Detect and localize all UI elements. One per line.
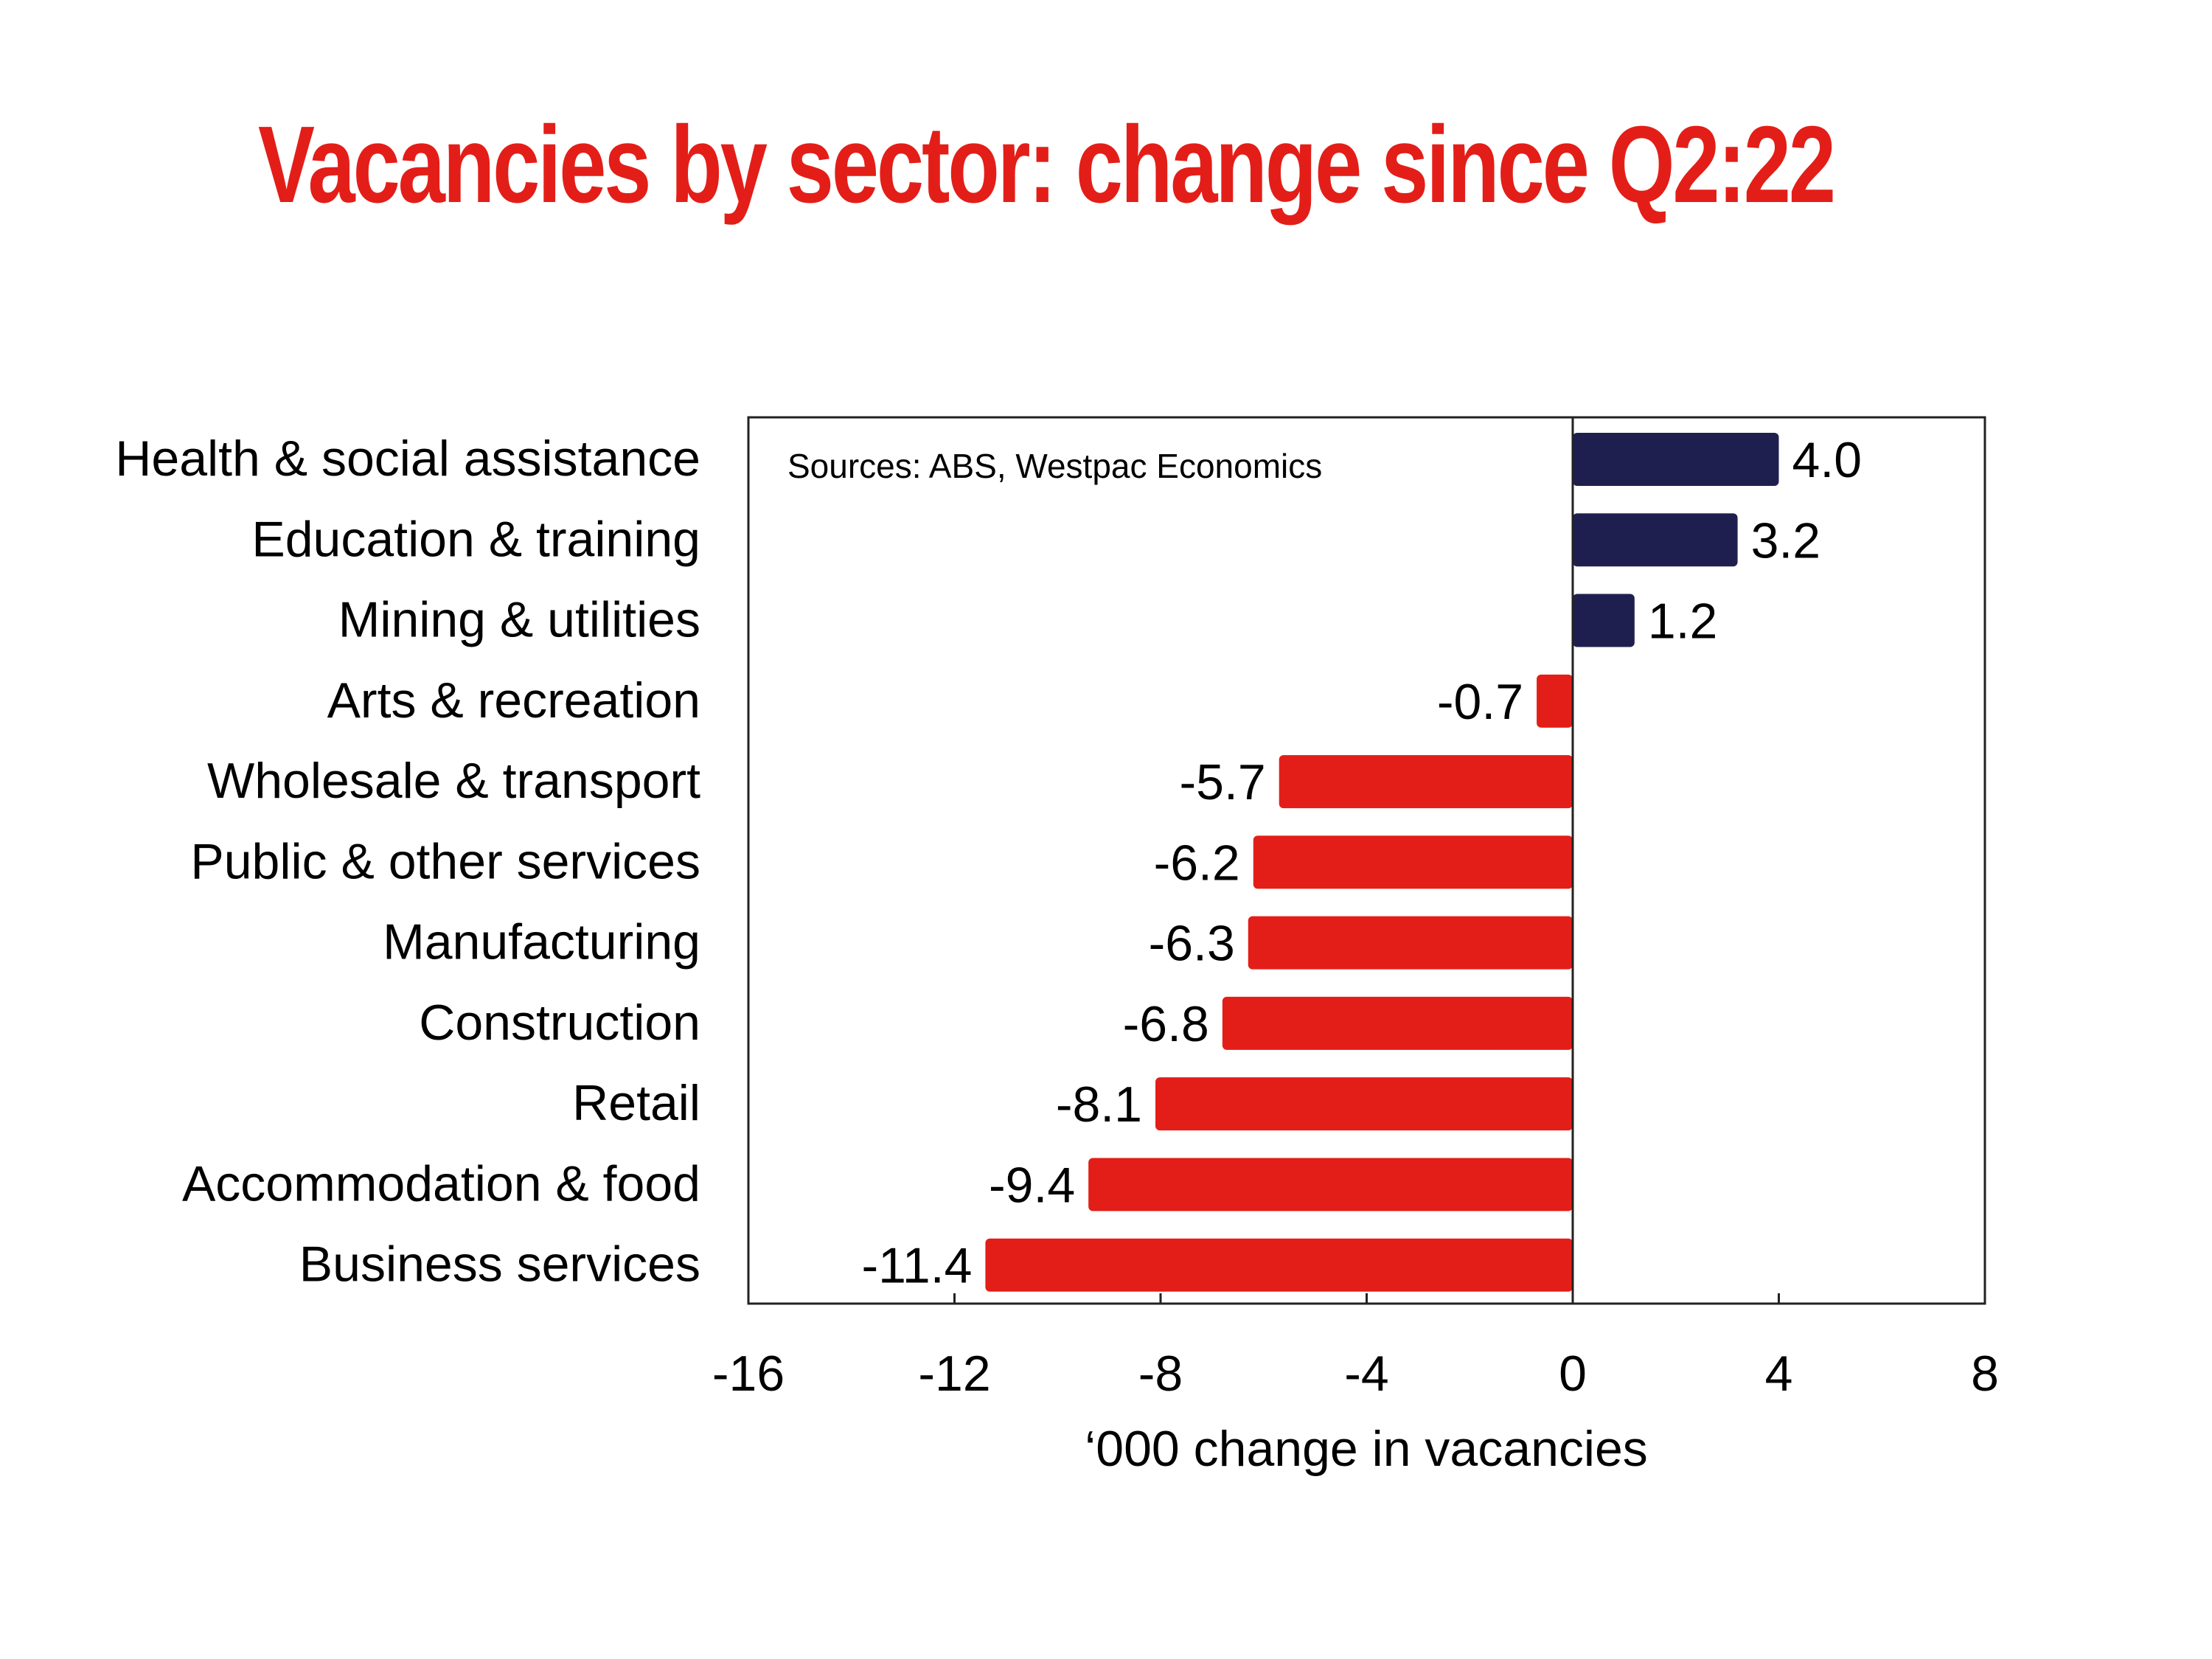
x-tick-label: 8 (1971, 1346, 1999, 1402)
value-label: -5.7 (1180, 754, 1266, 810)
category-labels: Health & social assistance Education & tr… (115, 431, 700, 1293)
chart-title: Vacancies by sector: change since Q2:22 (258, 104, 1836, 226)
x-tick-label: -8 (1138, 1346, 1183, 1402)
source-note: Sources: ABS, Westpac Economics (787, 447, 1322, 485)
bar-1 (1573, 513, 1738, 567)
x-tick-label: -16 (712, 1346, 785, 1402)
category-label: Accommodation & food (182, 1155, 700, 1211)
value-label: -8.1 (1056, 1077, 1142, 1133)
value-labels: 4.0 3.2 1.2 -0.7 -5.7 -6.2 -6.3 -6.8 -8.1 -9.4 -11… (861, 432, 1862, 1294)
value-label: 1.2 (1648, 594, 1718, 650)
x-tick-label: -4 (1344, 1346, 1388, 1402)
category-label: Public & other services (190, 833, 700, 889)
category-label: Retail (572, 1075, 700, 1131)
bar-7 (1222, 996, 1573, 1050)
bar-5 (1253, 835, 1573, 889)
value-label: -11.4 (861, 1238, 972, 1294)
bar-4 (1279, 755, 1573, 809)
category-label: Construction (419, 995, 700, 1051)
bar-9 (1088, 1158, 1573, 1211)
x-tick-label: -12 (918, 1346, 990, 1402)
bar-6 (1248, 916, 1573, 970)
value-label: 4.0 (1792, 432, 1863, 488)
category-label: Mining & utilities (338, 592, 700, 648)
bar-3 (1537, 674, 1573, 728)
value-label: -0.7 (1437, 674, 1523, 730)
value-label: -6.8 (1123, 996, 1209, 1052)
bar-0 (1573, 433, 1779, 486)
category-label: Arts & recreation (327, 672, 700, 728)
bar-10 (985, 1238, 1573, 1292)
x-tick-label: 4 (1765, 1346, 1793, 1402)
category-label: Wholesale & transport (207, 753, 700, 809)
category-label: Manufacturing (383, 914, 700, 970)
value-label: -6.3 (1149, 916, 1235, 972)
category-label: Education & training (251, 511, 700, 567)
category-label: Health & social assistance (115, 431, 700, 487)
bars-layer (985, 433, 1779, 1292)
value-label: -6.2 (1154, 835, 1240, 891)
bar-2 (1573, 594, 1635, 647)
x-axis-ticks: -16 -12 -8 -4 0 4 8 (712, 1293, 1999, 1402)
category-label: Business services (299, 1237, 700, 1293)
bar-8 (1155, 1077, 1573, 1131)
value-label: -9.4 (989, 1157, 1075, 1213)
value-label: 3.2 (1751, 512, 1821, 568)
x-axis-label: ‘000 change in vacancies (1085, 1421, 1648, 1477)
x-tick-label: 0 (1559, 1346, 1587, 1402)
